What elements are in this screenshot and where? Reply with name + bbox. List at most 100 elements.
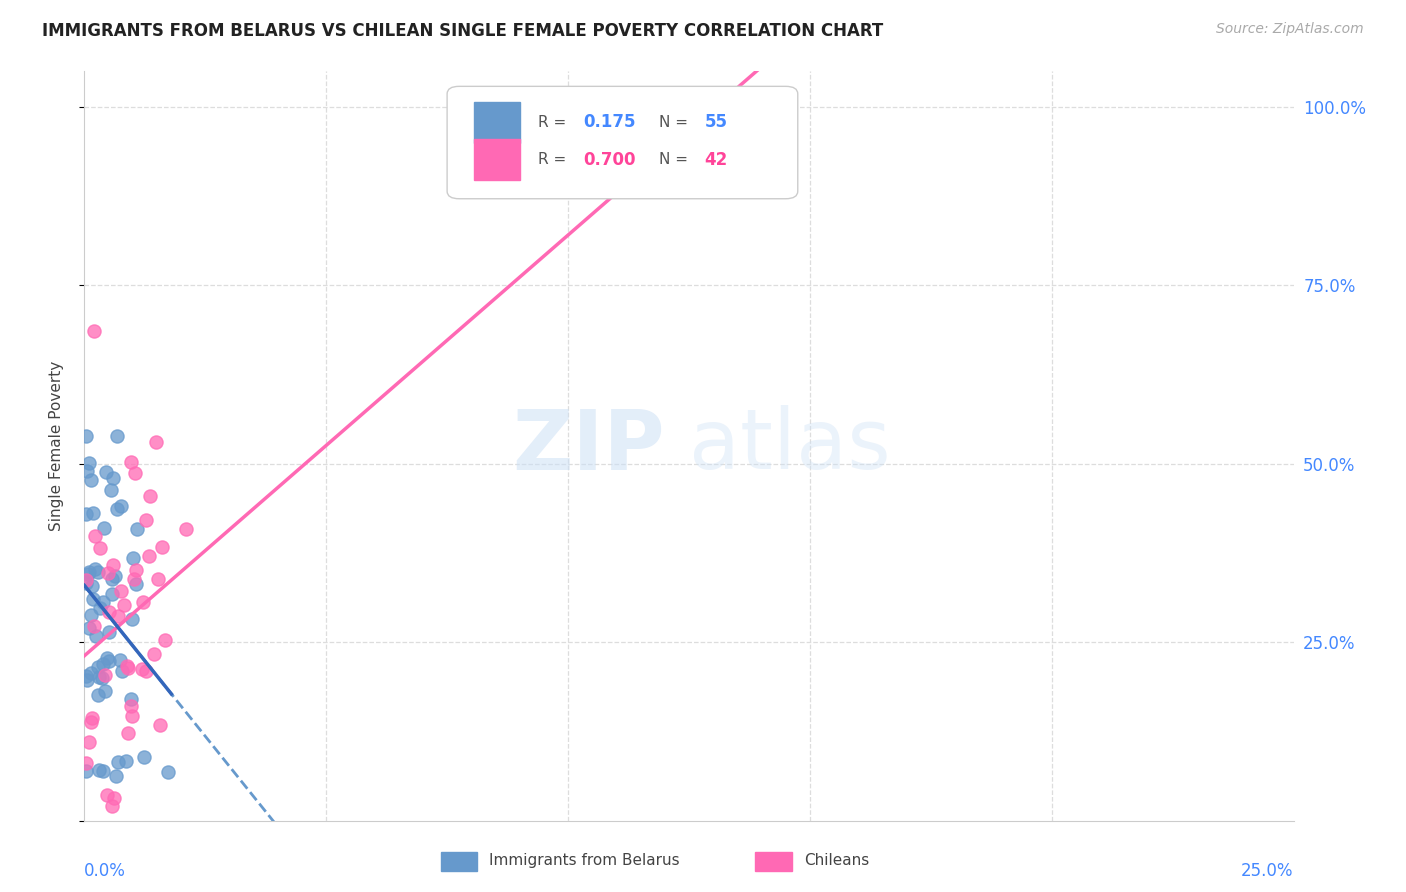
Text: R =: R = xyxy=(538,115,571,130)
Point xyxy=(121,550,143,565)
Point xyxy=(174,522,197,536)
Point xyxy=(145,435,167,450)
Point xyxy=(117,661,139,675)
Point xyxy=(97,566,120,580)
Point xyxy=(77,735,100,749)
Point xyxy=(103,558,125,573)
Point xyxy=(80,579,103,593)
Point xyxy=(87,670,110,684)
Point xyxy=(96,650,118,665)
Point xyxy=(80,473,103,487)
Point xyxy=(89,601,111,615)
Point xyxy=(80,711,103,725)
Point xyxy=(75,764,97,778)
Point xyxy=(131,662,153,676)
Y-axis label: Single Female Poverty: Single Female Poverty xyxy=(49,361,63,531)
Text: 0.700: 0.700 xyxy=(583,151,637,169)
Text: Chileans: Chileans xyxy=(804,853,869,868)
Point xyxy=(86,688,108,702)
Point xyxy=(75,573,97,587)
Point xyxy=(725,86,748,100)
Point xyxy=(75,428,97,442)
Point xyxy=(112,599,135,613)
Point xyxy=(150,540,173,554)
Point xyxy=(132,749,155,764)
Point xyxy=(115,754,138,768)
Point xyxy=(80,715,103,730)
Point xyxy=(80,608,103,623)
Point xyxy=(98,605,121,619)
Point xyxy=(77,456,100,470)
Point xyxy=(80,665,103,680)
Point xyxy=(135,664,157,678)
Point xyxy=(107,608,129,623)
Point xyxy=(125,522,148,536)
Point xyxy=(83,325,105,339)
Point xyxy=(121,455,143,469)
Point xyxy=(111,665,134,679)
Point xyxy=(117,658,139,673)
Point xyxy=(120,691,142,706)
Point xyxy=(107,429,129,443)
Text: 42: 42 xyxy=(704,151,728,169)
Text: N =: N = xyxy=(659,115,693,130)
Text: 55: 55 xyxy=(704,113,728,131)
Point xyxy=(84,528,107,542)
Point xyxy=(110,499,132,513)
Point xyxy=(139,489,162,503)
Point xyxy=(83,618,105,632)
Point xyxy=(121,612,143,626)
Point xyxy=(108,653,131,667)
Point xyxy=(157,764,180,779)
Point xyxy=(94,668,117,682)
Bar xyxy=(441,852,478,871)
Point xyxy=(153,633,176,648)
Point xyxy=(91,764,114,778)
Point xyxy=(82,506,104,520)
Point xyxy=(75,507,97,521)
Bar xyxy=(474,139,520,180)
Point xyxy=(76,673,98,688)
Point xyxy=(89,763,111,777)
Point xyxy=(122,573,145,587)
Point xyxy=(125,577,148,591)
Point xyxy=(100,572,122,586)
Point xyxy=(107,755,129,769)
Point xyxy=(143,647,166,661)
FancyBboxPatch shape xyxy=(447,87,797,199)
Point xyxy=(138,549,160,563)
Text: atlas: atlas xyxy=(689,406,890,486)
Point xyxy=(87,565,110,579)
Point xyxy=(100,483,122,498)
Text: Immigrants from Belarus: Immigrants from Belarus xyxy=(489,853,681,868)
Point xyxy=(132,595,155,609)
Point xyxy=(94,465,117,479)
Point xyxy=(103,791,125,805)
Point xyxy=(84,562,107,576)
Text: Source: ZipAtlas.com: Source: ZipAtlas.com xyxy=(1216,22,1364,37)
Point xyxy=(105,769,128,783)
Point xyxy=(117,726,139,740)
Point xyxy=(146,572,169,586)
Text: 0.0%: 0.0% xyxy=(84,862,127,880)
Point xyxy=(105,501,128,516)
Point xyxy=(91,671,114,685)
Point xyxy=(125,562,148,576)
Point xyxy=(93,657,115,671)
Point xyxy=(91,595,114,609)
Point xyxy=(124,466,146,480)
Point xyxy=(101,799,124,814)
Text: 25.0%: 25.0% xyxy=(1241,862,1294,880)
Point xyxy=(101,587,124,601)
Point xyxy=(93,521,115,535)
Point xyxy=(93,684,115,698)
Point xyxy=(75,576,97,591)
Point xyxy=(96,789,118,803)
Point xyxy=(104,569,127,583)
Point xyxy=(89,541,111,555)
Text: N =: N = xyxy=(659,153,693,168)
Point xyxy=(76,464,98,478)
Point xyxy=(79,565,101,579)
Point xyxy=(77,567,100,582)
Point xyxy=(135,513,157,527)
